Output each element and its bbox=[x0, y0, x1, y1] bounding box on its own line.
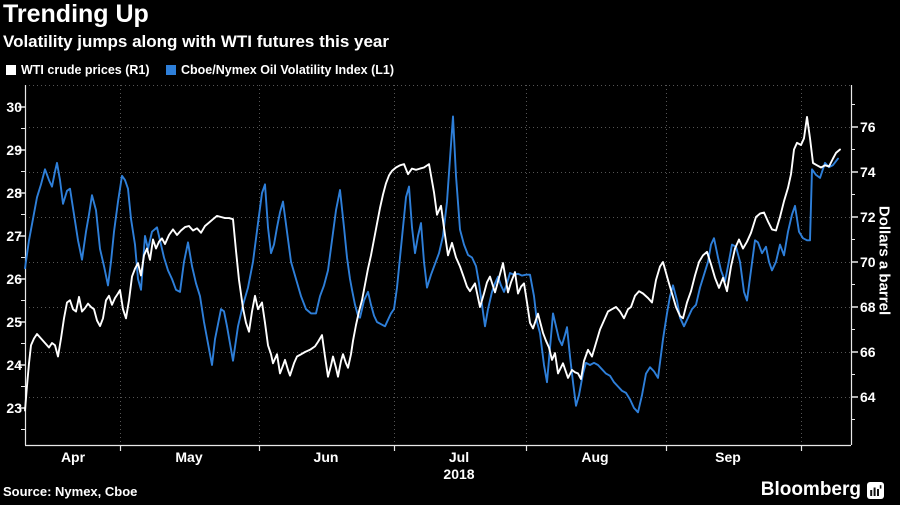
ovx-legend-swatch-icon bbox=[166, 65, 176, 75]
left-axis-label: 23 bbox=[6, 400, 22, 416]
x-axis-month-label: Aug bbox=[581, 449, 609, 465]
page-title: Trending Up bbox=[3, 0, 149, 28]
legend-label-wti: WTI crude prices (R1) bbox=[21, 63, 150, 77]
source-attribution: Source: Nymex, Cboe bbox=[3, 484, 138, 499]
left-axis-label: 29 bbox=[6, 142, 22, 158]
right-axis-title: Dollars a barrel bbox=[875, 205, 893, 316]
ovx-line bbox=[24, 115, 839, 414]
chart-subtitle: Volatility jumps along with WTI futures … bbox=[3, 32, 390, 51]
x-axis-month-label: Jul bbox=[448, 449, 470, 465]
x-axis-year-label: 2018 bbox=[443, 466, 475, 482]
right-axis-label: 72 bbox=[860, 209, 876, 225]
left-axis-label: 30 bbox=[6, 99, 22, 115]
right-axis-label: 76 bbox=[860, 119, 876, 135]
x-axis-month-label: Jun bbox=[313, 449, 339, 465]
right-axis-label: 74 bbox=[860, 164, 876, 180]
x-axis-month-label: Apr bbox=[60, 449, 86, 465]
wti-legend-swatch-icon bbox=[6, 65, 16, 75]
bloomberg-wordmark: Bloomberg bbox=[760, 479, 861, 500]
left-axis-label: 28 bbox=[6, 185, 22, 201]
right-axis-label: 66 bbox=[860, 344, 876, 360]
x-axis-month-label: May bbox=[175, 449, 203, 465]
bloomberg-terminal-icon bbox=[867, 481, 884, 499]
wti-line bbox=[24, 115, 841, 412]
right-axis-label: 70 bbox=[860, 254, 876, 270]
x-axis-month-label: Sep bbox=[715, 449, 741, 465]
right-axis-label: 68 bbox=[860, 299, 876, 315]
left-axis-label: 26 bbox=[6, 271, 22, 287]
legend-label-ovx: Cboe/Nymex Oil Volatility Index (L1) bbox=[181, 63, 395, 77]
right-axis-label: 64 bbox=[860, 389, 876, 405]
legend-item-ovx: Cboe/Nymex Oil Volatility Index (L1) bbox=[166, 63, 394, 77]
left-axis-label: 24 bbox=[6, 357, 22, 373]
left-axis-label: 27 bbox=[6, 228, 22, 244]
left-axis-label: 25 bbox=[6, 314, 22, 330]
bloomberg-logo: Bloomberg bbox=[761, 479, 884, 501]
legend-item-wti: WTI crude prices (R1) bbox=[6, 63, 150, 77]
